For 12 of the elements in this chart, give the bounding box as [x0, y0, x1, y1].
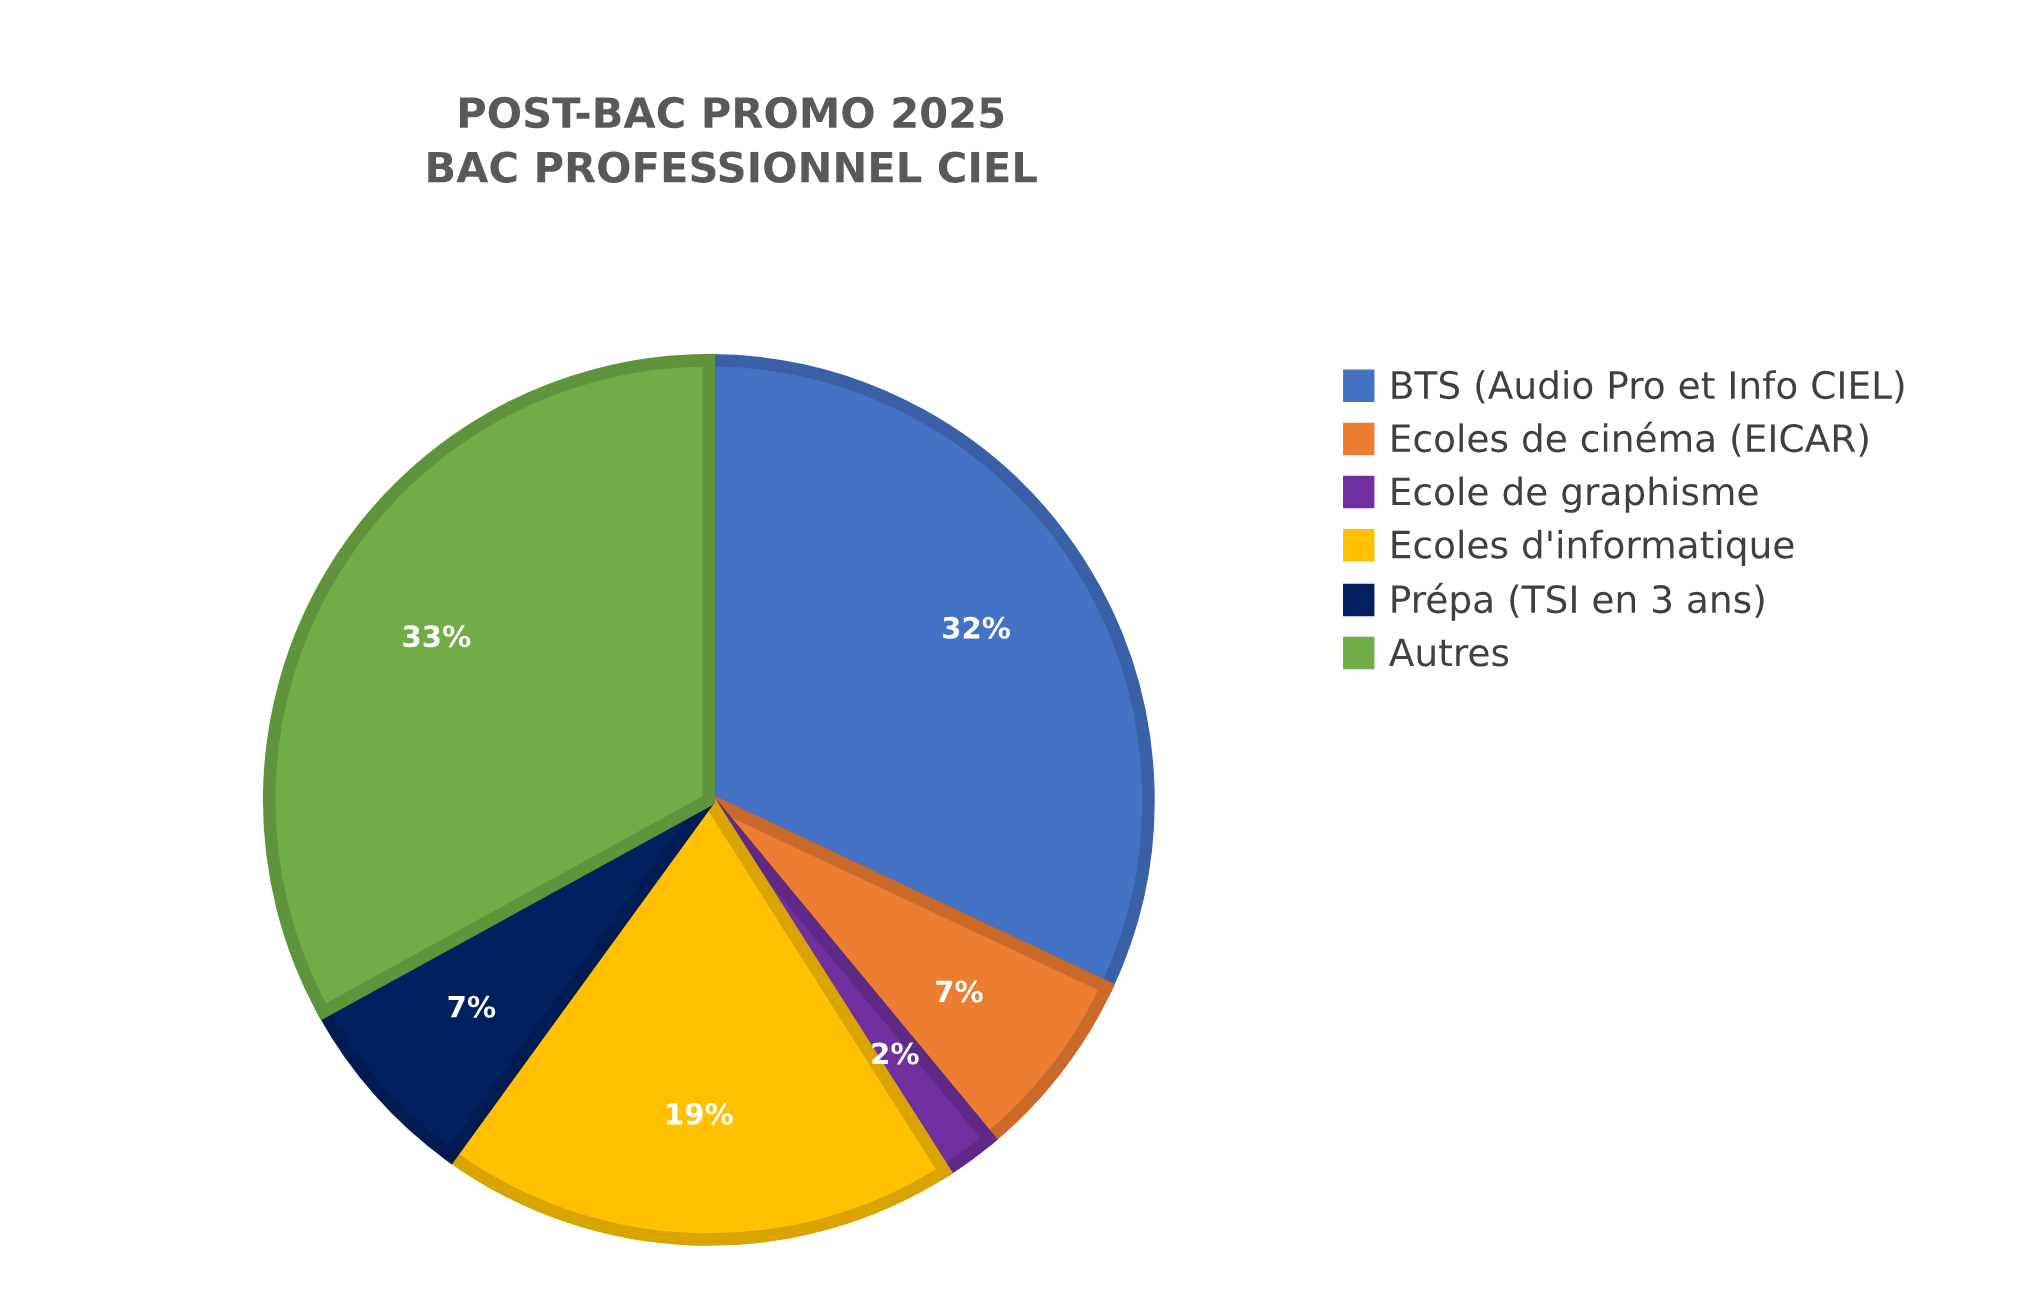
data-label: 33% [403, 625, 471, 648]
legend-label: Ecoles de cinéma (EICAR) [1392, 421, 1868, 457]
legend-label: Ecoles d'informatique [1392, 529, 1794, 566]
data-label: 32% [943, 616, 1011, 639]
data-label: 7% [936, 980, 983, 1003]
legend-label: Autres [1389, 638, 1509, 667]
legend-label: Ecole de graphisme [1392, 476, 1758, 513]
legend-label: Prépa (TSI en 3 ans) [1392, 582, 1764, 621]
data-label: 19% [667, 1102, 733, 1125]
legend-label: BTS (Audio Pro et Info CIEL) [1392, 370, 1904, 404]
chart-title: POST-BAC PROMO 2025 BAC PROFESSIONNEL CIEL [428, 96, 1037, 183]
data-label: 7% [448, 995, 496, 1018]
